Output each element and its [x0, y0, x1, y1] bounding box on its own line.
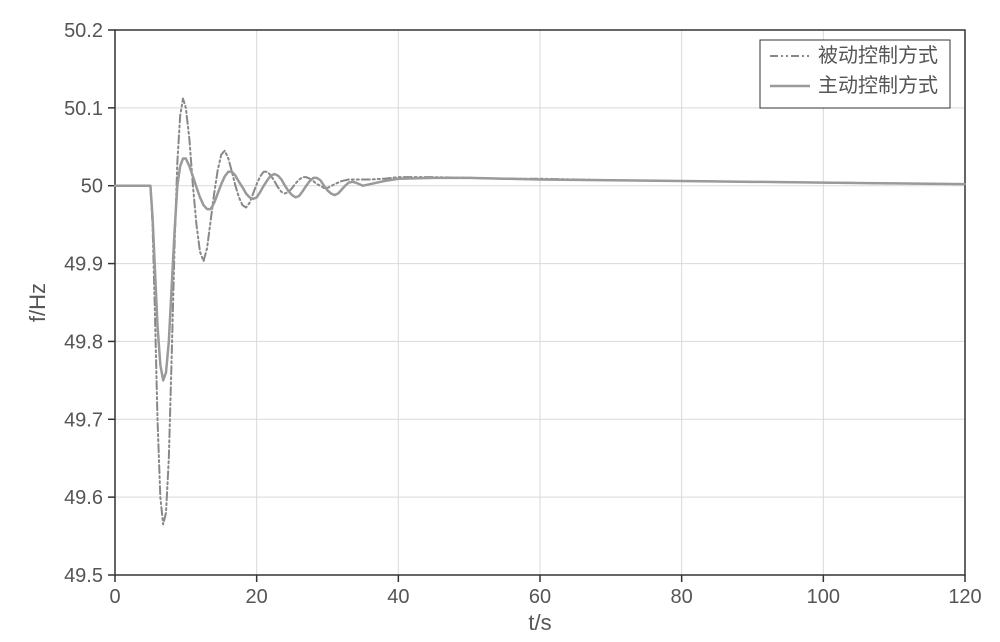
- x-axis-label: t/s: [528, 610, 551, 635]
- legend-label: 主动控制方式: [818, 74, 938, 97]
- xtick-label: 20: [246, 586, 268, 608]
- ytick-label: 49.6: [64, 487, 103, 509]
- xtick-label: 40: [387, 586, 409, 608]
- xtick-label: 100: [807, 586, 840, 608]
- ytick-label: 50: [81, 176, 103, 198]
- ytick-label: 50.1: [64, 98, 103, 120]
- ytick-label: 50.2: [64, 20, 103, 42]
- legend-label: 被动控制方式: [818, 44, 938, 67]
- xtick-label: 0: [109, 586, 120, 608]
- chart-svg: 0 20 40 60 80 100 120 49.5 49.6 49.7 49.8 49.9 50 50.…: [0, 0, 1000, 642]
- xtick-label: 80: [671, 586, 693, 608]
- ytick-label: 49.9: [64, 254, 103, 276]
- xtick-label: 60: [529, 586, 551, 608]
- ytick-label: 49.5: [64, 565, 103, 587]
- ytick-label: 49.8: [64, 331, 103, 353]
- xtick-label: 120: [948, 586, 981, 608]
- ytick-label: 49.7: [64, 409, 103, 431]
- y-axis-label: f/Hz: [25, 283, 50, 322]
- frequency-chart: 0 20 40 60 80 100 120 49.5 49.6 49.7 49.8 49.9 50 50.…: [0, 0, 1000, 642]
